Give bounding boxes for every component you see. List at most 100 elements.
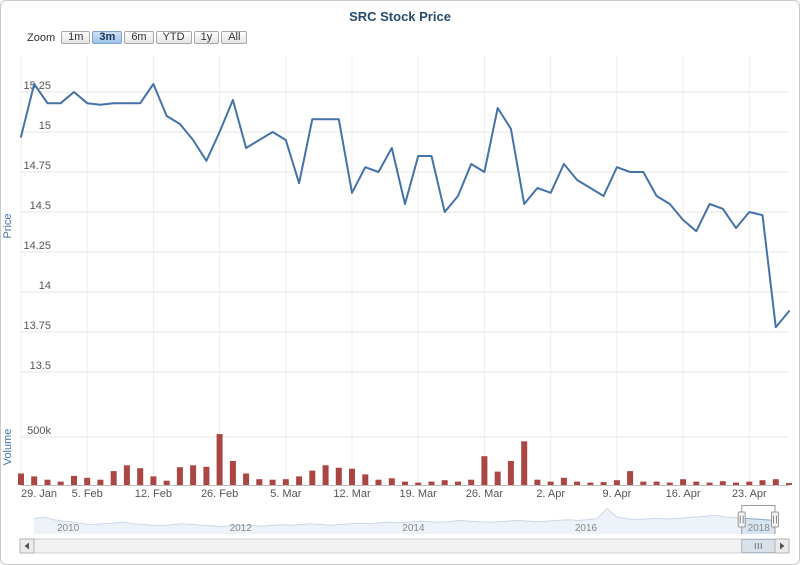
left-arrow-icon bbox=[24, 542, 29, 550]
zoom-label: Zoom bbox=[27, 31, 56, 44]
volume-bar bbox=[375, 479, 382, 485]
y-axis-label: 14.75 bbox=[23, 160, 51, 172]
volume-bar bbox=[746, 481, 753, 485]
price-axis-title: Price bbox=[2, 213, 14, 238]
scrollbar-thumb[interactable] bbox=[741, 539, 776, 553]
y-axis-label: 14.5 bbox=[30, 200, 51, 212]
y-axis-label: 13.5 bbox=[30, 360, 51, 372]
volume-bar bbox=[468, 479, 475, 485]
volume-bar bbox=[733, 482, 739, 485]
navigator-year-label: 2016 bbox=[575, 523, 598, 534]
volume-bar bbox=[534, 479, 541, 485]
volume-bar bbox=[203, 466, 210, 485]
x-axis-label: 5. Feb bbox=[72, 488, 103, 500]
zoom-button-all[interactable]: All bbox=[221, 31, 248, 44]
volume-bar bbox=[84, 477, 91, 485]
volume-bar bbox=[521, 441, 528, 485]
volume-bar bbox=[772, 479, 779, 485]
volume-bar bbox=[163, 480, 170, 485]
volume-bar bbox=[362, 474, 369, 485]
volume-bar bbox=[31, 476, 38, 485]
range-selector: Zoom 1m 3m 6m YTD 1y All bbox=[27, 31, 248, 44]
volume-bar bbox=[71, 475, 77, 485]
volume-bar bbox=[587, 482, 594, 485]
volume-bar bbox=[786, 483, 792, 485]
scrollbar-right-arrow[interactable] bbox=[774, 538, 790, 554]
zoom-button-1y[interactable]: 1y bbox=[193, 31, 220, 44]
volume-axis-label: 500k bbox=[27, 425, 51, 437]
volume-bar bbox=[560, 477, 567, 485]
volume-bar bbox=[547, 481, 554, 485]
volume-bar bbox=[229, 461, 236, 485]
chart-title: SRC Stock Price bbox=[349, 9, 451, 24]
price-line bbox=[20, 83, 790, 329]
volume-bar bbox=[150, 476, 157, 485]
x-axis-label: 29. Jan bbox=[21, 488, 57, 500]
zoom-button-1m[interactable]: 1m bbox=[61, 31, 91, 44]
x-axis-label: 26. Feb bbox=[201, 488, 238, 500]
volume-bar bbox=[428, 481, 435, 485]
volume-bar bbox=[719, 481, 726, 485]
volume-bar bbox=[415, 482, 422, 485]
navigator-year-label: 2014 bbox=[402, 523, 425, 534]
zoom-button-6m[interactable]: 6m bbox=[124, 31, 154, 44]
navigator-handle-right[interactable] bbox=[771, 511, 779, 528]
x-axis-label: 5. Mar bbox=[270, 488, 302, 500]
volume-bar bbox=[176, 467, 183, 485]
volume-bar bbox=[627, 471, 634, 485]
volume-bar bbox=[666, 482, 673, 485]
volume-bar bbox=[322, 465, 329, 485]
y-axis-label: 15.25 bbox=[23, 80, 51, 92]
volume-bar bbox=[706, 482, 713, 485]
volume-bar bbox=[110, 471, 117, 485]
volume-bar bbox=[507, 461, 514, 485]
navigator-mask bbox=[34, 505, 742, 534]
volume-bar bbox=[57, 481, 64, 485]
navigator-year-label: 2010 bbox=[57, 523, 80, 534]
volume-bar bbox=[137, 468, 144, 485]
x-axis-label: 19. Mar bbox=[400, 488, 438, 500]
zoom-button-ytd[interactable]: YTD bbox=[155, 31, 192, 44]
volume-bar bbox=[600, 482, 607, 485]
x-axis-label: 23. Apr bbox=[732, 488, 767, 500]
zoom-button-3m[interactable]: 3m bbox=[92, 31, 123, 44]
volume-bar bbox=[123, 465, 130, 485]
volume-bar bbox=[216, 434, 223, 485]
volume-bar bbox=[190, 465, 197, 485]
x-axis-label: 9. Apr bbox=[603, 488, 632, 500]
volume-bar bbox=[402, 481, 408, 485]
x-axis-label: 12. Feb bbox=[135, 488, 172, 500]
volume-bar bbox=[309, 470, 316, 485]
volume-bar bbox=[640, 481, 647, 485]
y-axis-label: 14 bbox=[39, 280, 51, 292]
volume-bar bbox=[680, 479, 687, 485]
volume-bar bbox=[441, 480, 448, 485]
right-arrow-icon bbox=[780, 542, 785, 550]
volume-bar bbox=[455, 481, 461, 485]
volume-bar bbox=[481, 456, 488, 485]
volume-bar bbox=[693, 481, 700, 485]
x-axis-label: 26. Mar bbox=[466, 488, 504, 500]
navigator-handle-left[interactable] bbox=[737, 511, 746, 528]
volume-bar bbox=[349, 468, 355, 485]
volume-bar bbox=[613, 480, 620, 485]
navigator-year-label: 2018 bbox=[748, 523, 771, 534]
scrollbar-track[interactable] bbox=[33, 538, 776, 554]
x-axis-label: 12. Mar bbox=[333, 488, 371, 500]
y-axis-label: 15 bbox=[39, 120, 51, 132]
y-axis-label: 14.25 bbox=[23, 240, 51, 252]
volume-bar bbox=[269, 479, 276, 485]
volume-bar bbox=[243, 473, 250, 485]
volume-bar bbox=[18, 473, 24, 485]
volume-bar bbox=[296, 476, 303, 485]
volume-bar bbox=[44, 479, 51, 485]
volume-bar bbox=[97, 479, 104, 485]
scrollbar-left-arrow[interactable] bbox=[19, 538, 35, 554]
volume-bar bbox=[388, 478, 395, 485]
navigator-year-label: 2012 bbox=[230, 523, 253, 534]
y-axis-label: 13.75 bbox=[23, 320, 51, 332]
volume-bar bbox=[759, 480, 766, 485]
volume-bar bbox=[256, 479, 263, 485]
